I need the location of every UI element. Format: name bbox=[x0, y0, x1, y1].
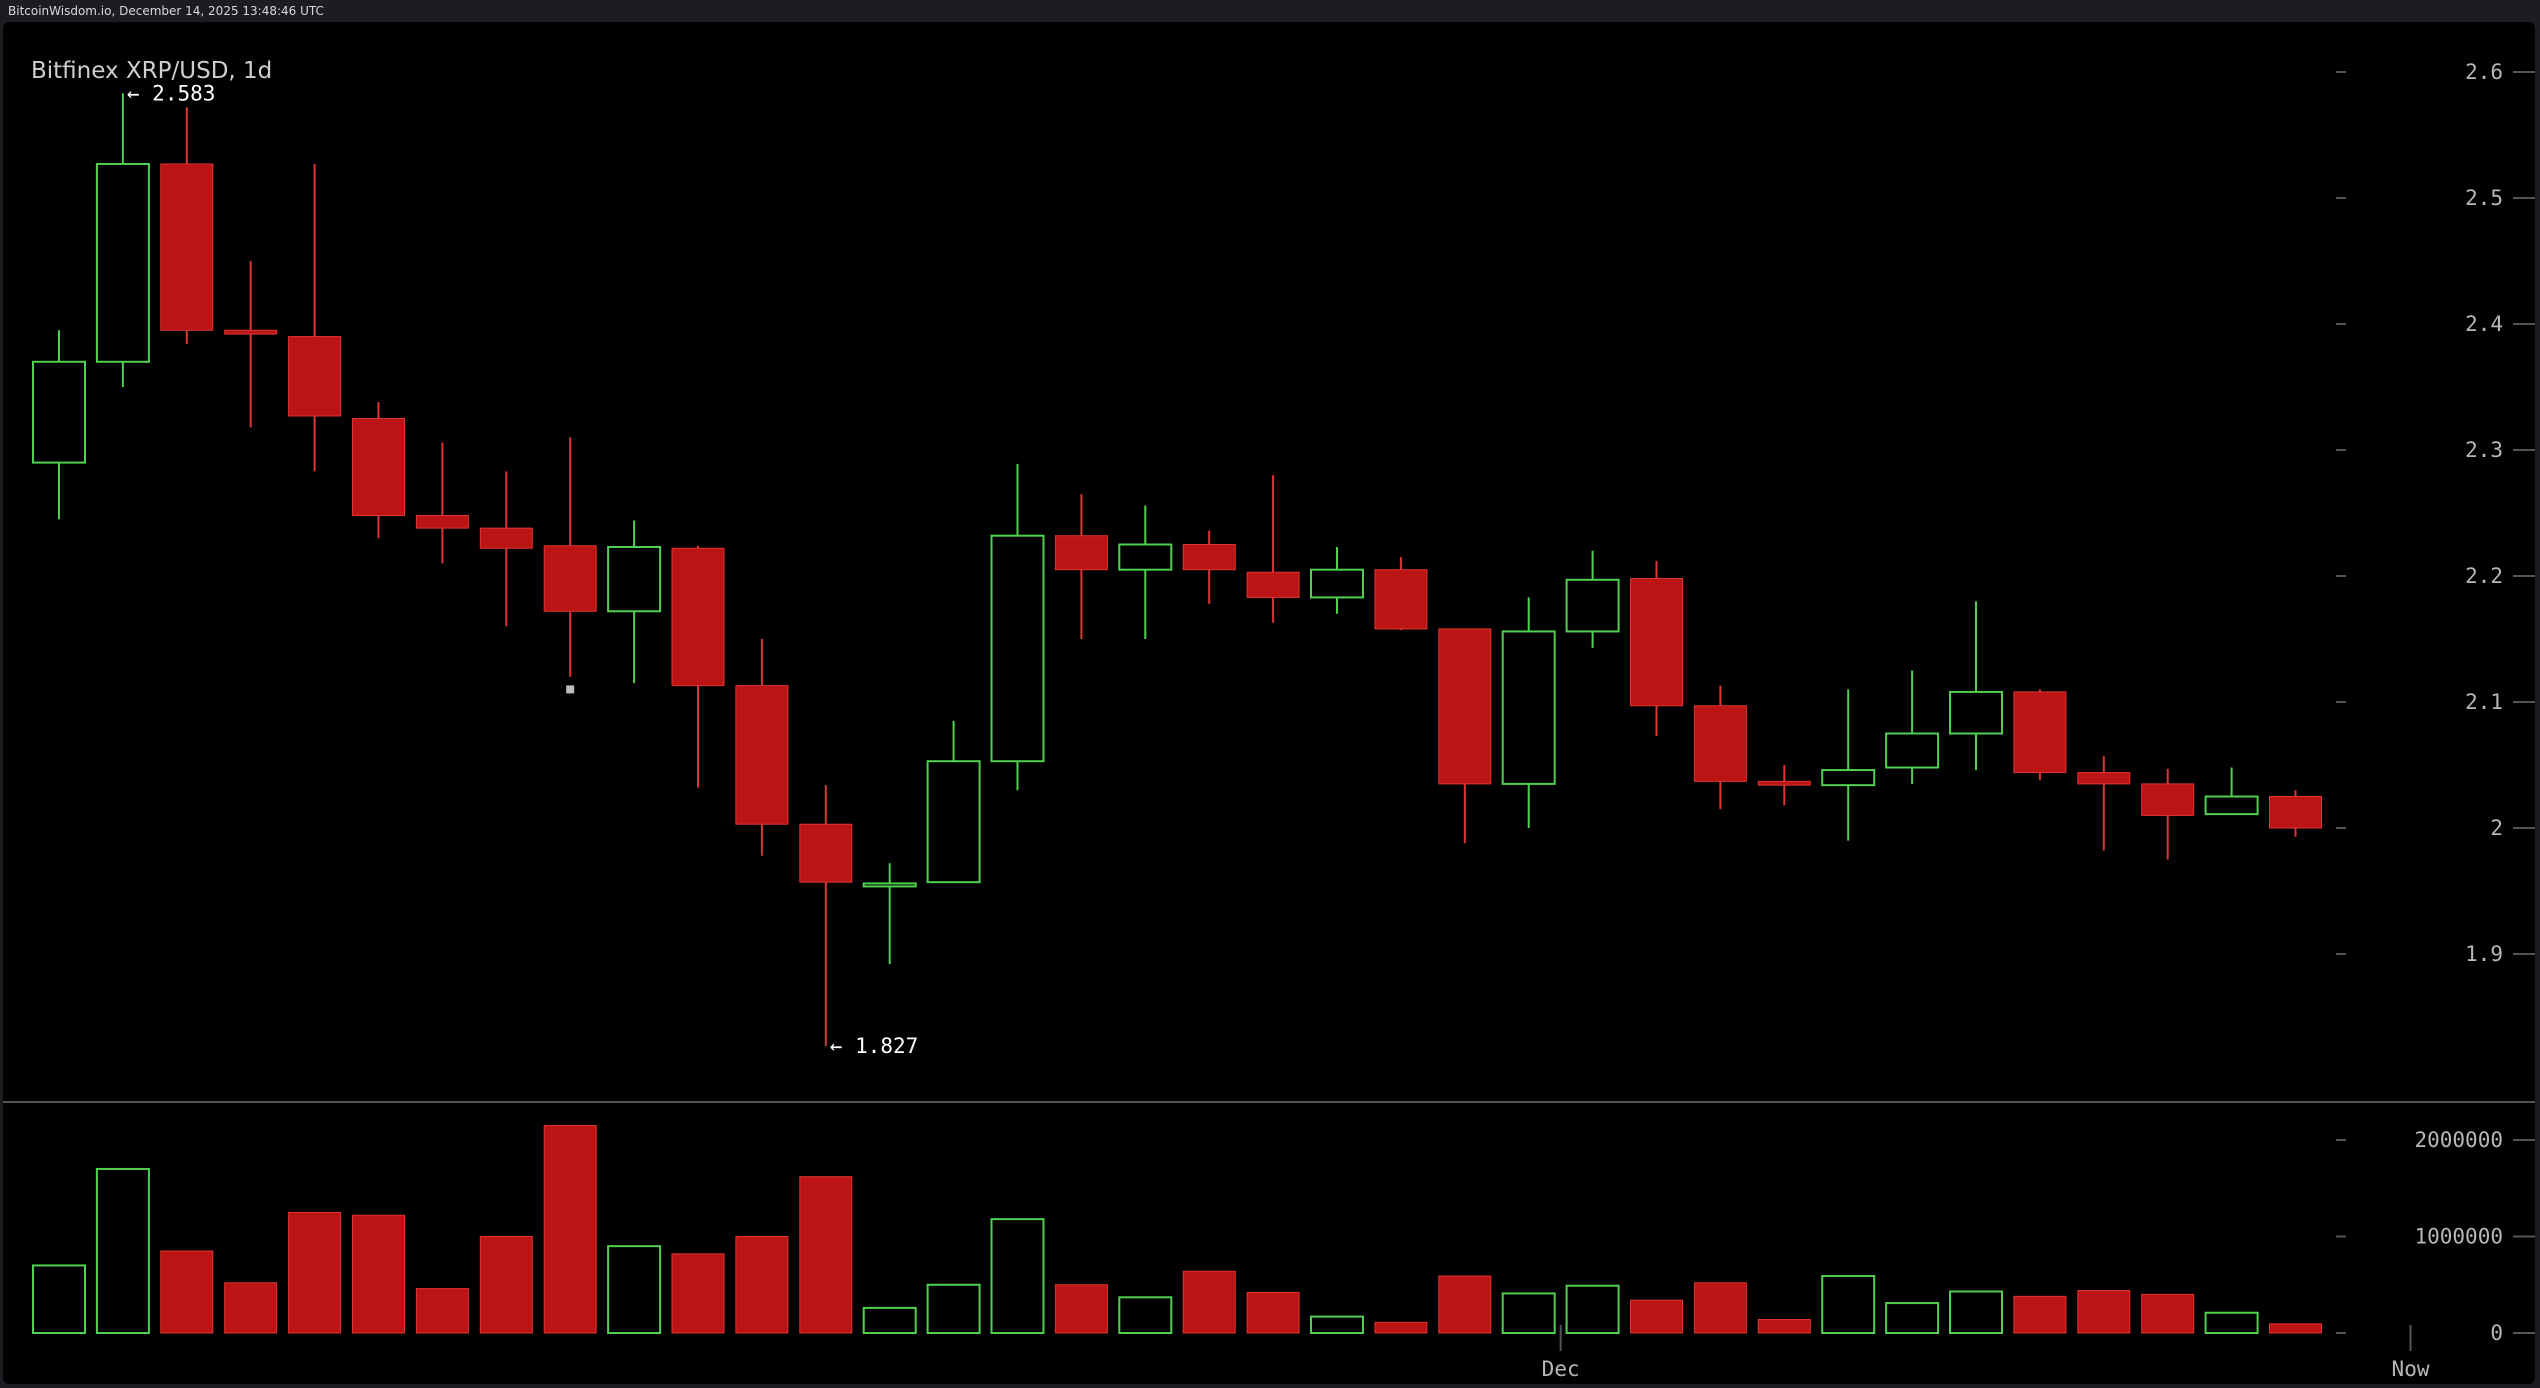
volume-bar-up bbox=[2204, 1311, 2259, 1334]
volume-bar-down bbox=[735, 1236, 789, 1334]
volume-bar-down bbox=[224, 1282, 278, 1334]
volume-tick-label: 2000000 bbox=[2414, 1128, 2503, 1152]
candle-body-up bbox=[1310, 568, 1364, 599]
volume-bar-up bbox=[990, 1218, 1045, 1335]
time-axis: Dec Now bbox=[1542, 1325, 2430, 1381]
volume-bar-up bbox=[1310, 1315, 1364, 1334]
volume-bar-up bbox=[1885, 1302, 1940, 1334]
volume-bar-down bbox=[1630, 1299, 1683, 1334]
volume-bar-up bbox=[95, 1167, 150, 1334]
candle-body-down bbox=[735, 685, 789, 825]
volume-bar-down bbox=[2141, 1293, 2195, 1334]
candle-body-up bbox=[1821, 769, 1876, 787]
candle-body-down bbox=[1438, 628, 1492, 785]
volume-bar-down bbox=[288, 1211, 342, 1334]
candle-body-down bbox=[2013, 691, 2067, 774]
candle-body-up bbox=[607, 546, 662, 613]
price-tick-label: 2 bbox=[2490, 816, 2503, 840]
candle-body-down bbox=[2141, 783, 2195, 816]
candle-body-down bbox=[799, 823, 853, 883]
volume-bar-down bbox=[352, 1214, 405, 1334]
candle-bodies bbox=[32, 162, 2322, 888]
volume-bar-down bbox=[1438, 1275, 1492, 1334]
price-tick-label: 2.5 bbox=[2465, 186, 2503, 210]
candle-body-up bbox=[926, 760, 981, 884]
chart-title: Bitfinex XRP/USD, 1d bbox=[31, 58, 273, 84]
price-tick-label: 2.1 bbox=[2465, 690, 2503, 714]
annotations: ← 2.583 ← 1.827 bbox=[127, 81, 918, 1058]
volume-bar-down bbox=[543, 1125, 597, 1334]
extreme-price-annotation: ← 1.827 bbox=[830, 1034, 919, 1058]
volume-tick-label: 0 bbox=[2490, 1321, 2503, 1345]
volume-bar-down bbox=[1182, 1270, 1236, 1334]
candle-body-down bbox=[543, 545, 597, 612]
candle-body-down bbox=[1246, 571, 1300, 598]
candle-body-up bbox=[990, 534, 1045, 763]
volume-bar-down bbox=[1374, 1321, 1428, 1334]
candle-body-up bbox=[1949, 690, 2003, 735]
candle-body-down bbox=[1182, 544, 1236, 571]
volume-bar-down bbox=[160, 1250, 214, 1334]
price-marker-dot bbox=[566, 685, 575, 694]
volume-bar-down bbox=[671, 1253, 725, 1334]
candle-body-down bbox=[224, 329, 278, 335]
candle-body-down bbox=[671, 547, 725, 687]
volume-bar-up bbox=[1821, 1275, 1876, 1334]
price-tick-label: 2.4 bbox=[2465, 312, 2503, 336]
source-timestamp-line: BitcoinWisdom.io, December 14, 2025 13:4… bbox=[8, 4, 324, 18]
candle-body-down bbox=[2077, 772, 2131, 785]
volume-bar-down bbox=[1054, 1284, 1108, 1334]
candle-body-down bbox=[160, 163, 214, 331]
candle-body-up bbox=[1885, 732, 1940, 769]
candle-body-up bbox=[95, 162, 150, 363]
volume-bar-down bbox=[1246, 1291, 1300, 1334]
volume-bar-up bbox=[1565, 1284, 1620, 1334]
price-tick-label: 2.2 bbox=[2465, 564, 2503, 588]
volume-bar-up bbox=[1949, 1290, 2003, 1335]
candle-body-up bbox=[1565, 578, 1620, 633]
volume-bar-up bbox=[1501, 1292, 1556, 1335]
price-tick-label: 2.3 bbox=[2465, 438, 2503, 462]
price-axis: 2.6 2.5 2.4 2.3 2.2 2.1 2 1.9 bbox=[2336, 60, 2535, 966]
candle-body-down bbox=[479, 527, 533, 549]
candle-body-down bbox=[288, 336, 342, 417]
candle-wicks bbox=[58, 93, 2297, 1046]
price-tick-label: 1.9 bbox=[2465, 942, 2503, 966]
time-tick-label: Dec bbox=[1542, 1357, 1580, 1381]
volume-bar-down bbox=[799, 1176, 853, 1334]
volume-bar-up bbox=[32, 1264, 86, 1334]
price-tick-label: 2.6 bbox=[2465, 60, 2503, 84]
candle-body-up bbox=[862, 882, 917, 888]
volume-tick-label: 1000000 bbox=[2414, 1225, 2503, 1249]
volume-bar-down bbox=[1693, 1282, 1747, 1334]
candle-body-down bbox=[1757, 780, 1811, 786]
time-tick-label: Now bbox=[2392, 1357, 2430, 1381]
volume-bar-up bbox=[862, 1306, 917, 1335]
candlestick-chart[interactable]: 2.6 2.5 2.4 2.3 2.2 2.1 2 1.9 2000000 1000000 0 D… bbox=[3, 22, 2535, 1384]
volume-bar-up bbox=[926, 1283, 981, 1334]
volume-bars bbox=[32, 1125, 2322, 1335]
volume-bar-down bbox=[1757, 1318, 1811, 1334]
candle-body-down bbox=[1374, 569, 1428, 630]
candle-body-down bbox=[1630, 578, 1683, 707]
volume-bar-up bbox=[1118, 1296, 1173, 1335]
volume-bar-down bbox=[2013, 1295, 2067, 1334]
candle-body-down bbox=[1693, 705, 1747, 782]
candle-body-down bbox=[352, 418, 405, 517]
candle-body-up bbox=[1118, 543, 1173, 571]
volume-bar-down bbox=[479, 1236, 533, 1334]
volume-bar-down bbox=[2077, 1290, 2131, 1334]
volume-axis: 2000000 1000000 0 bbox=[2336, 1128, 2535, 1345]
candle-body-down bbox=[1054, 535, 1108, 571]
candle-body-down bbox=[415, 515, 469, 529]
extreme-price-annotation: ← 2.583 bbox=[127, 81, 216, 105]
volume-bar-down bbox=[415, 1288, 469, 1334]
chart-panel: 2.6 2.5 2.4 2.3 2.2 2.1 2 1.9 2000000 1000000 0 D… bbox=[3, 22, 2535, 1384]
candle-body-down bbox=[2269, 796, 2322, 829]
volume-bar-up bbox=[607, 1245, 662, 1335]
volume-bar-down bbox=[2269, 1323, 2322, 1334]
candle-body-up bbox=[32, 360, 86, 464]
candle-body-up bbox=[1501, 630, 1556, 785]
candle-body-up bbox=[2204, 795, 2259, 816]
